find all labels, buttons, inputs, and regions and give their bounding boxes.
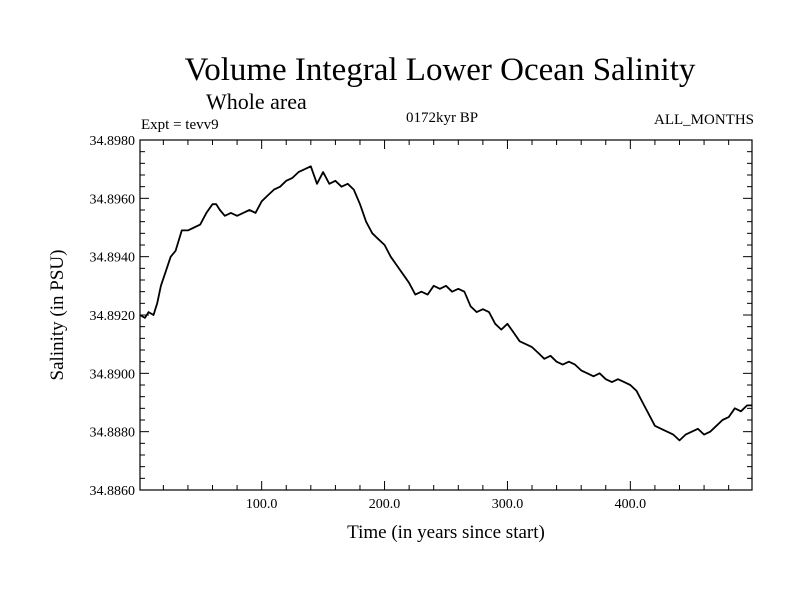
axis-ticks — [140, 139, 752, 491]
y-tick-label: 34.8960 — [90, 192, 136, 207]
y-tick-label: 34.8980 — [90, 134, 136, 149]
x-tick-label: 200.0 — [369, 497, 401, 512]
salinity-series-line — [139, 165, 752, 442]
y-tick-label: 34.8940 — [90, 251, 136, 266]
period-label: 0172kyr BP — [406, 110, 478, 126]
x-tick-label: 400.0 — [615, 497, 647, 512]
y-tick-label: 34.8860 — [90, 484, 136, 499]
plot-frame — [139, 139, 753, 491]
x-tick-label: 300.0 — [492, 497, 524, 512]
y-tick-label: 34.8880 — [90, 426, 136, 441]
x-tick-label: 100.0 — [246, 497, 278, 512]
experiment-label: Expt = tevv9 — [141, 117, 219, 133]
y-axis-label: Salinity (in PSU) — [47, 250, 68, 381]
y-tick-label: 34.8900 — [90, 367, 136, 382]
chart-title: Volume Integral Lower Ocean Salinity — [185, 52, 696, 88]
tick-labels: 100.0 200.0 300.0 400.0 34.8860 34.8880 34.890… — [90, 134, 647, 512]
months-label: ALL_MONTHS — [654, 112, 754, 128]
chart-subtitle: Whole area — [206, 89, 307, 114]
y-tick-label: 34.8920 — [90, 309, 136, 324]
x-axis-label: Time (in years since start) — [347, 522, 545, 543]
